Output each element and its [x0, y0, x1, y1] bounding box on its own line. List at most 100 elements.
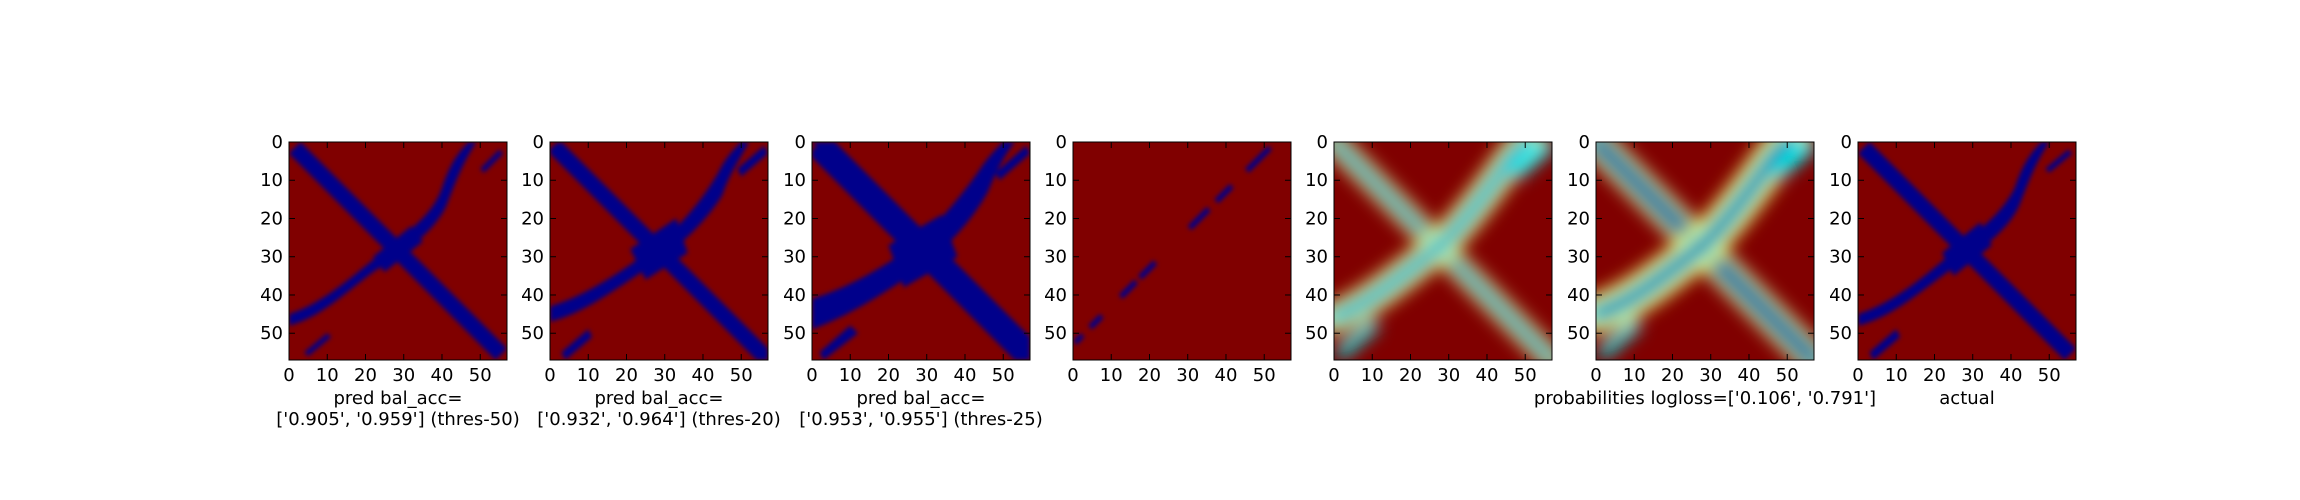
- y-tick-label: 50: [1044, 323, 1067, 344]
- y-tick-label: 0: [1579, 132, 1590, 153]
- x-tick-label: 10: [1361, 365, 1384, 386]
- x-tick-label: 0: [806, 365, 817, 386]
- y-tick-label: 10: [1567, 170, 1590, 191]
- x-tick-label: 10: [1100, 365, 1123, 386]
- heatmap-band: [1118, 279, 1139, 299]
- x-tick-label: 0: [544, 365, 555, 386]
- axes-frame: [1333, 141, 1553, 361]
- x-tick-label: 40: [1738, 365, 1761, 386]
- x-tick-label: 20: [1661, 365, 1684, 386]
- heatmap-band: [1335, 319, 1378, 359]
- x-tick-label: 30: [1176, 365, 1199, 386]
- x-tick-label: 20: [877, 365, 900, 386]
- x-tick-label: 20: [1138, 365, 1161, 386]
- panel-caption: pred bal_acc=: [856, 388, 985, 409]
- y-tick-label: 30: [260, 247, 283, 268]
- panel-caption: ['0.932', '0.964'] (thres-20): [537, 409, 780, 430]
- y-tick-label: 10: [783, 170, 806, 191]
- x-tick-label: 30: [653, 365, 676, 386]
- y-tick-label: 10: [1044, 170, 1067, 191]
- y-tick-label: 10: [260, 170, 283, 191]
- x-tick-label: 50: [992, 365, 1015, 386]
- panel-caption: pred bal_acc=: [594, 388, 723, 409]
- x-tick-label: 30: [1961, 365, 1984, 386]
- panel-caption: actual: [1939, 388, 1994, 409]
- heatmap-band: [812, 142, 1015, 330]
- y-tick-label: 30: [521, 247, 544, 268]
- heatmap-background: [1073, 142, 1291, 360]
- y-tick-label: 20: [260, 208, 283, 229]
- y-tick-label: 50: [521, 323, 544, 344]
- y-tick-label: 20: [1044, 208, 1067, 229]
- y-tick-label: 0: [1056, 132, 1067, 153]
- heatmap-band: [737, 145, 768, 177]
- x-tick-label: 20: [615, 365, 638, 386]
- heatmap-band: [1597, 319, 1640, 359]
- axes-frame: [288, 141, 508, 361]
- y-tick-label: 30: [1567, 247, 1590, 268]
- heatmap-band: [995, 145, 1030, 181]
- panel-caption: probabilities logloss=['0.106', '0.791']: [1534, 388, 1876, 409]
- x-tick-label: 50: [1514, 365, 1537, 386]
- heatmap-band: [888, 214, 958, 288]
- heatmap-band: [630, 218, 688, 280]
- y-tick-label: 10: [1829, 170, 1852, 191]
- x-tick-label: 20: [1923, 365, 1946, 386]
- x-tick-label: 50: [1253, 365, 1276, 386]
- y-tick-label: 40: [260, 285, 283, 306]
- x-tick-label: 0: [1067, 365, 1078, 386]
- x-tick-label: 20: [1399, 365, 1422, 386]
- x-tick-label: 30: [915, 365, 938, 386]
- heatmap-band: [550, 142, 749, 322]
- y-tick-label: 20: [1305, 208, 1328, 229]
- x-tick-label: 10: [1623, 365, 1646, 386]
- y-tick-label: 50: [1829, 323, 1852, 344]
- x-tick-label: 40: [1476, 365, 1499, 386]
- heatmap-band: [1942, 222, 1992, 276]
- x-tick-label: 10: [1885, 365, 1908, 386]
- heatmap-band: [1858, 142, 2050, 326]
- heatmap-band: [480, 149, 504, 173]
- heatmap-band: [373, 226, 423, 273]
- y-tick-label: 50: [1305, 323, 1328, 344]
- x-tick-label: 50: [2038, 365, 2061, 386]
- y-tick-label: 10: [521, 170, 544, 191]
- heatmap-band: [819, 325, 858, 360]
- x-tick-label: 0: [1852, 365, 1863, 386]
- x-tick-label: 10: [316, 365, 339, 386]
- x-tick-label: 40: [1215, 365, 1238, 386]
- y-tick-label: 0: [1841, 132, 1852, 153]
- axes-frame: [1595, 141, 1815, 361]
- x-tick-label: 0: [1590, 365, 1601, 386]
- y-tick-label: 50: [783, 323, 806, 344]
- heatmap-band: [1187, 207, 1211, 230]
- heatmap-band: [304, 333, 332, 357]
- y-tick-label: 0: [1317, 132, 1328, 153]
- axes-frame: [549, 141, 769, 361]
- x-tick-label: 0: [1328, 365, 1339, 386]
- x-tick-label: 40: [2000, 365, 2023, 386]
- heatmap-band: [1073, 333, 1085, 345]
- y-tick-label: 30: [1044, 247, 1067, 268]
- x-tick-label: 50: [1776, 365, 1799, 386]
- y-tick-label: 20: [1829, 208, 1852, 229]
- x-tick-label: 40: [692, 365, 715, 386]
- x-tick-label: 40: [431, 365, 454, 386]
- y-tick-label: 30: [1829, 247, 1852, 268]
- axes-frame: [811, 141, 1031, 361]
- y-tick-label: 30: [783, 247, 806, 268]
- heatmap-band: [1214, 184, 1234, 204]
- x-tick-label: 50: [730, 365, 753, 386]
- heatmap-band: [1596, 142, 1797, 320]
- y-tick-label: 0: [533, 132, 544, 153]
- heatmap-band: [1138, 260, 1158, 280]
- heatmap-band: [1511, 142, 1552, 179]
- x-tick-label: 10: [577, 365, 600, 386]
